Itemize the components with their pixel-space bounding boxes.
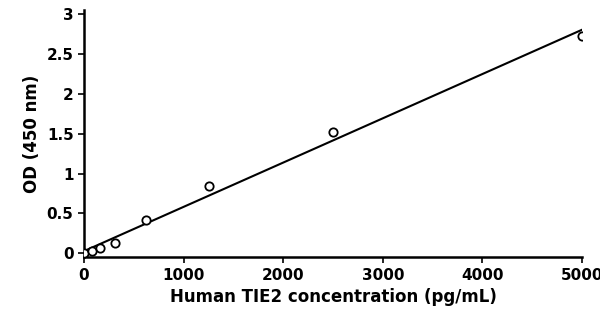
X-axis label: Human TIE2 concentration (pg/mL): Human TIE2 concentration (pg/mL): [170, 288, 496, 306]
Y-axis label: OD (450 nm): OD (450 nm): [23, 75, 41, 193]
